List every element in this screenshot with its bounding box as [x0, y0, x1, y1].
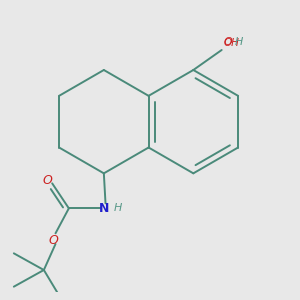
Text: N: N: [99, 202, 109, 215]
Text: H: H: [114, 203, 122, 213]
Text: O: O: [223, 37, 232, 47]
Text: OH: OH: [223, 38, 239, 48]
Text: O: O: [42, 173, 52, 187]
Text: O: O: [49, 233, 59, 247]
Text: H: H: [234, 37, 243, 47]
